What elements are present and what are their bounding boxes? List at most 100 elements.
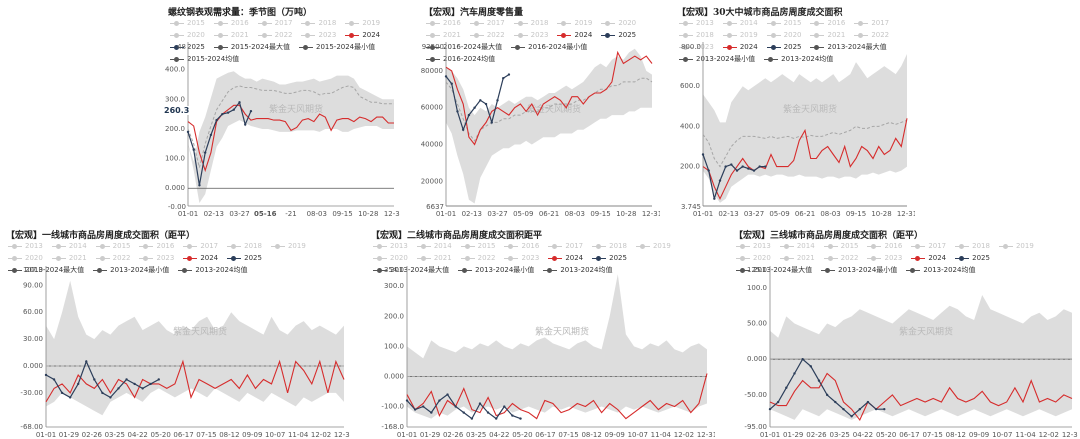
legend-item-2020[interactable]: 2020 [736,252,771,264]
x-tick-label: 10-07 [265,431,285,439]
legend-item-2021[interactable]: 2021 [416,252,452,264]
legend-item-2025[interactable]: 2025 [170,41,205,53]
legend-item-2013-2024最大值[interactable]: 2013-2024最大值 [810,41,887,53]
legend-item-2022[interactable]: 2022 [469,29,505,41]
legend-item-2015[interactable]: 2015 [766,17,801,29]
legend-item-2021[interactable]: 2021 [51,252,87,264]
legend-item-2014[interactable]: 2014 [51,240,87,252]
legend-item-2019[interactable]: 2019 [557,17,592,29]
series-2025-point [817,379,821,382]
legend-item-2022[interactable]: 2022 [460,252,495,264]
series-2025-line [445,74,510,132]
legend-item-2014[interactable]: 2014 [722,17,758,29]
legend-item-2024[interactable]: 2024 [183,252,218,264]
legend-item-2017[interactable]: 2017 [183,240,218,252]
legend-item-2013-2024最小值[interactable]: 2013-2024最小值 [821,264,897,276]
legend-item-2016[interactable]: 2016 [139,240,174,252]
legend-item-2020[interactable]: 2020 [601,17,636,29]
legend-item-2013-2024最大值[interactable]: 2013-2024最大值 [736,264,812,276]
series-2025-point [747,167,750,170]
legend-item-2013-2024最小值[interactable]: 2013-2024最小值 [679,53,755,65]
legend-item-2022[interactable]: 2022 [854,29,889,41]
legend-item-2013-2024均值[interactable]: 2013-2024均值 [906,264,975,276]
legend-item-2014[interactable]: 2014 [416,240,452,252]
legend-item-2018[interactable]: 2018 [227,240,262,252]
legend-item-2020[interactable]: 2020 [8,252,43,264]
legend-item-2016[interactable]: 2016 [504,240,539,252]
legend-item-2016[interactable]: 2016 [426,17,461,29]
y-top-label: 800.0 [681,43,701,51]
legend-item-2019[interactable]: 2019 [722,29,758,41]
legend-item-2019[interactable]: 2019 [635,240,671,252]
legend-item-2021[interactable]: 2021 [779,252,815,264]
legend-item-2024[interactable]: 2024 [345,29,380,41]
series-2025-point [490,121,493,124]
legend-item-2022[interactable]: 2022 [257,29,292,41]
legend-item-2013-2024最大值[interactable]: 2013-2024最大值 [8,264,84,276]
legend-item-2013-2024均值[interactable]: 2013-2024均值 [543,264,612,276]
legend-item-2020[interactable]: 2020 [373,252,408,264]
legend-item-2013[interactable]: 2013 [373,240,408,252]
legend-item-2013-2024均值[interactable]: 2013-2024均值 [764,53,833,65]
legend-item-2016[interactable]: 2016 [867,240,902,252]
legend-item-2017[interactable]: 2017 [469,17,505,29]
legend-item-2018[interactable]: 2018 [955,240,990,252]
legend-item-2024[interactable]: 2024 [548,252,583,264]
legend-item-2023[interactable]: 2023 [867,252,902,264]
legend-item-2016-2024最大值[interactable]: 2016-2024最大值 [426,41,502,53]
legend-item-2013[interactable]: 2013 [8,240,43,252]
legend-item-2023[interactable]: 2023 [301,29,336,41]
legend-item-2023[interactable]: 2023 [139,252,174,264]
legend-item-2015[interactable]: 2015 [460,240,495,252]
legend-item-2015-2024最小值[interactable]: 2015-2024最小值 [298,41,375,53]
legend-item-2017[interactable]: 2017 [854,17,889,29]
legend-item-2025[interactable]: 2025 [766,41,801,53]
legend-item-2024[interactable]: 2024 [911,252,946,264]
legend-item-2023[interactable]: 2023 [513,29,548,41]
legend-item-2015[interactable]: 2015 [95,240,130,252]
legend-item-2015-2024均值[interactable]: 2015-2024均值 [170,53,239,65]
legend-item-2023[interactable]: 2023 [679,41,714,53]
legend-item-2013-2024最小值[interactable]: 2013-2024最小值 [458,264,534,276]
legend-item-2021[interactable]: 2021 [213,29,249,41]
legend-item-2024[interactable]: 2024 [557,29,592,41]
legend-item-2013-2024均值[interactable]: 2013-2024均值 [178,264,247,276]
legend-item-2015-2024最大值[interactable]: 2015-2024最大值 [213,41,290,53]
legend-item-2018[interactable]: 2018 [592,240,627,252]
legend-item-2018[interactable]: 2018 [301,17,336,29]
panel-title: 【宏观】二线城市商品房周度成交面积距平 [371,231,543,241]
legend-item-2025[interactable]: 2025 [601,29,636,41]
legend-item-2018[interactable]: 2018 [679,29,714,41]
legend-item-2016[interactable]: 2016 [213,17,249,29]
legend-item-2024[interactable]: 2024 [722,41,758,53]
legend-item-2019[interactable]: 2019 [998,240,1034,252]
legend-item-2025[interactable]: 2025 [227,252,262,264]
legend-item-2013-2024最大值[interactable]: 2013-2024最大值 [373,264,449,276]
legend-item-2014[interactable]: 2014 [779,240,815,252]
legend-label: 2024 [739,43,758,51]
legend-item-2021[interactable]: 2021 [426,29,461,41]
legend-item-2020[interactable]: 2020 [766,29,801,41]
legend-item-2019[interactable]: 2019 [345,17,380,29]
legend-item-2025[interactable]: 2025 [955,252,990,264]
legend-item-2022[interactable]: 2022 [95,252,130,264]
legend-item-2023[interactable]: 2023 [504,252,539,264]
panel-auto-retail: 【宏观】汽车周度零售量 2016 2017 2018 2019 2020 2021 2022… [420,0,660,222]
legend-item-2016-2024最小值[interactable]: 2016-2024最小值 [511,41,587,53]
legend-item-2017[interactable]: 2017 [257,17,292,29]
legend-item-2015[interactable]: 2015 [170,17,205,29]
legend-item-2022[interactable]: 2022 [823,252,858,264]
legend-item-2017[interactable]: 2017 [548,240,583,252]
legend-item-2021[interactable]: 2021 [810,29,845,41]
legend-item-2013[interactable]: 2013 [736,240,771,252]
legend-item-2025[interactable]: 2025 [592,252,627,264]
legend-item-2020[interactable]: 2020 [170,29,205,41]
legend-item-2018[interactable]: 2018 [513,17,548,29]
legend-item-2019[interactable]: 2019 [270,240,306,252]
legend-item-2017[interactable]: 2017 [911,240,946,252]
legend-item-2016[interactable]: 2016 [810,17,845,29]
legend-item-2015[interactable]: 2015 [823,240,858,252]
legend-item-2013[interactable]: 2013 [679,17,714,29]
legend-item-2016-2024均值[interactable]: 2016-2024均值 [426,53,495,65]
legend-item-2013-2024最小值[interactable]: 2013-2024最小值 [93,264,169,276]
